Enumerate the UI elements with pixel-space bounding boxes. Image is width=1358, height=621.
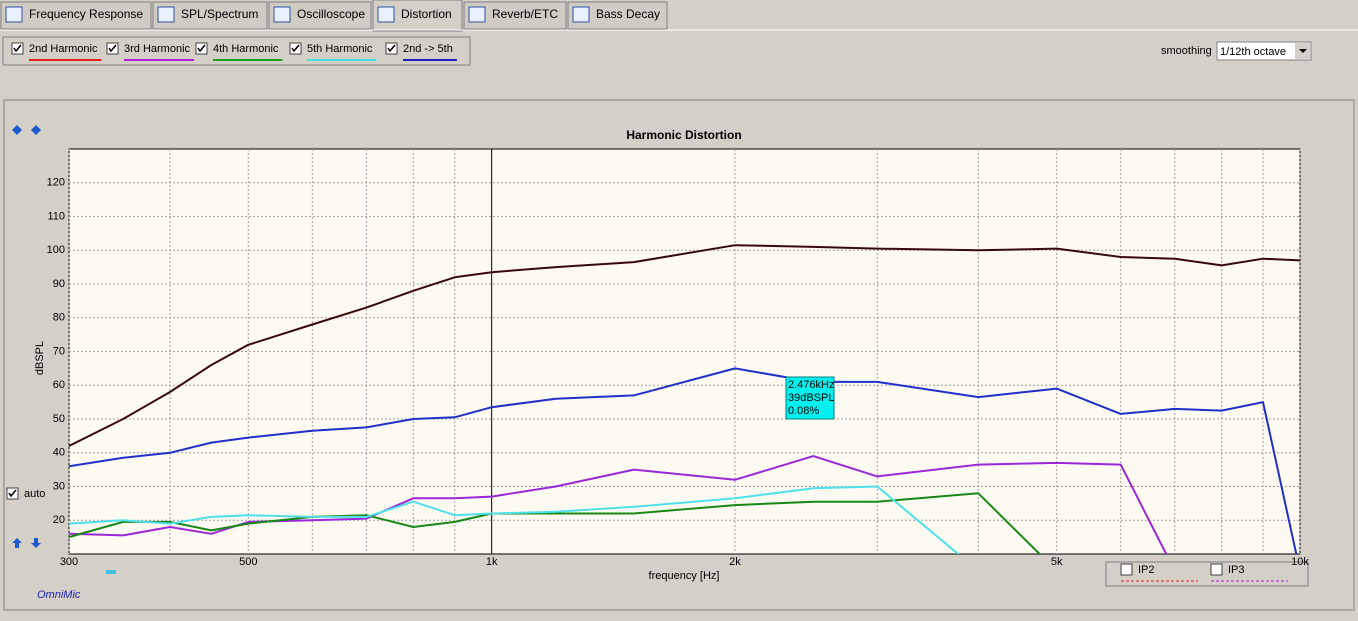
ip-label: IP3 bbox=[1228, 564, 1245, 576]
smoothing-value[interactable]: 1/12th octave bbox=[1220, 46, 1286, 58]
y-axis-label: dBSPL bbox=[34, 341, 46, 375]
tab-label[interactable]: Reverb/ETC bbox=[492, 7, 558, 21]
auto-label: auto bbox=[24, 488, 45, 500]
y-tick-label: 40 bbox=[53, 447, 65, 459]
toggle-label[interactable]: 2nd -> 5th bbox=[403, 43, 453, 55]
y-tick-label: 110 bbox=[47, 210, 65, 222]
cursor-readout-text: 2.476kHz bbox=[788, 379, 834, 391]
toggle-label[interactable]: 2nd Harmonic bbox=[29, 43, 98, 55]
select-arrow bbox=[1299, 49, 1307, 53]
nav-icons bbox=[12, 125, 116, 574]
x-tick-label: 300 bbox=[60, 556, 78, 568]
ip-panel bbox=[1105, 561, 1309, 587]
check bbox=[13, 44, 22, 53]
y-tick-label: 100 bbox=[47, 244, 65, 256]
x-tick-label: 2k bbox=[729, 556, 741, 568]
x-tick-label: 500 bbox=[239, 556, 257, 568]
chart-title: Harmonic Distortion bbox=[626, 128, 741, 142]
tab[interactable] bbox=[0, 1, 152, 30]
toggle-label[interactable]: 5th Harmonic bbox=[307, 43, 373, 55]
y-tick-label: 60 bbox=[53, 379, 65, 391]
y-tick-label: 50 bbox=[53, 413, 65, 425]
series-line bbox=[69, 367, 1298, 554]
y-tick-label: 20 bbox=[53, 514, 65, 526]
ip-checkbox[interactable] bbox=[1120, 563, 1133, 576]
cursor-readout-text: 39dBSPL bbox=[788, 392, 834, 404]
y-tick-label: 120 bbox=[47, 177, 65, 189]
y-tick-label: 90 bbox=[53, 278, 65, 290]
check bbox=[8, 489, 17, 498]
x-tick-label: 10k bbox=[1291, 556, 1309, 568]
series-line bbox=[69, 492, 1042, 554]
smoothing-select[interactable] bbox=[1216, 41, 1312, 61]
toggle-panel bbox=[2, 36, 471, 66]
series-line bbox=[69, 455, 1168, 554]
x-tick-label: 1k bbox=[486, 556, 498, 568]
check bbox=[291, 44, 300, 53]
tab-label[interactable]: Bass Decay bbox=[596, 7, 660, 21]
tab-icon bbox=[5, 6, 23, 23]
toggle-label[interactable]: 3rd Harmonic bbox=[124, 43, 191, 55]
check bbox=[387, 44, 396, 53]
x-tick-label: 5k bbox=[1051, 556, 1063, 568]
tab-icon bbox=[468, 6, 486, 23]
tab-label[interactable]: Distortion bbox=[401, 7, 452, 21]
y-tick-label: 30 bbox=[53, 480, 65, 492]
series-line bbox=[69, 485, 960, 554]
y-tick-label: 70 bbox=[53, 345, 65, 357]
tab-icon bbox=[377, 6, 395, 23]
check bbox=[108, 44, 117, 53]
ip-checkbox[interactable] bbox=[1210, 563, 1223, 576]
tab-icon bbox=[273, 6, 291, 23]
tab-label[interactable]: Frequency Response bbox=[29, 7, 143, 21]
check bbox=[197, 44, 206, 53]
x-axis-label: frequency [Hz] bbox=[649, 570, 720, 582]
tab-icon bbox=[572, 6, 590, 23]
tab-label[interactable]: Oscilloscope bbox=[297, 7, 365, 21]
cursor-readout-text: 0.08% bbox=[788, 405, 819, 417]
cursor-readout bbox=[785, 376, 835, 420]
tab-label[interactable]: SPL/Spectrum bbox=[181, 7, 258, 21]
smoothing-label: smoothing bbox=[1161, 45, 1212, 57]
brand-label: OmniMic bbox=[37, 589, 81, 601]
y-tick-label: 80 bbox=[53, 312, 65, 324]
plot-lines bbox=[69, 244, 1300, 554]
toggle-label[interactable]: 4th Harmonic bbox=[213, 43, 279, 55]
series-line bbox=[69, 244, 1300, 447]
tab-icon bbox=[157, 6, 175, 23]
ip-label: IP2 bbox=[1138, 564, 1155, 576]
